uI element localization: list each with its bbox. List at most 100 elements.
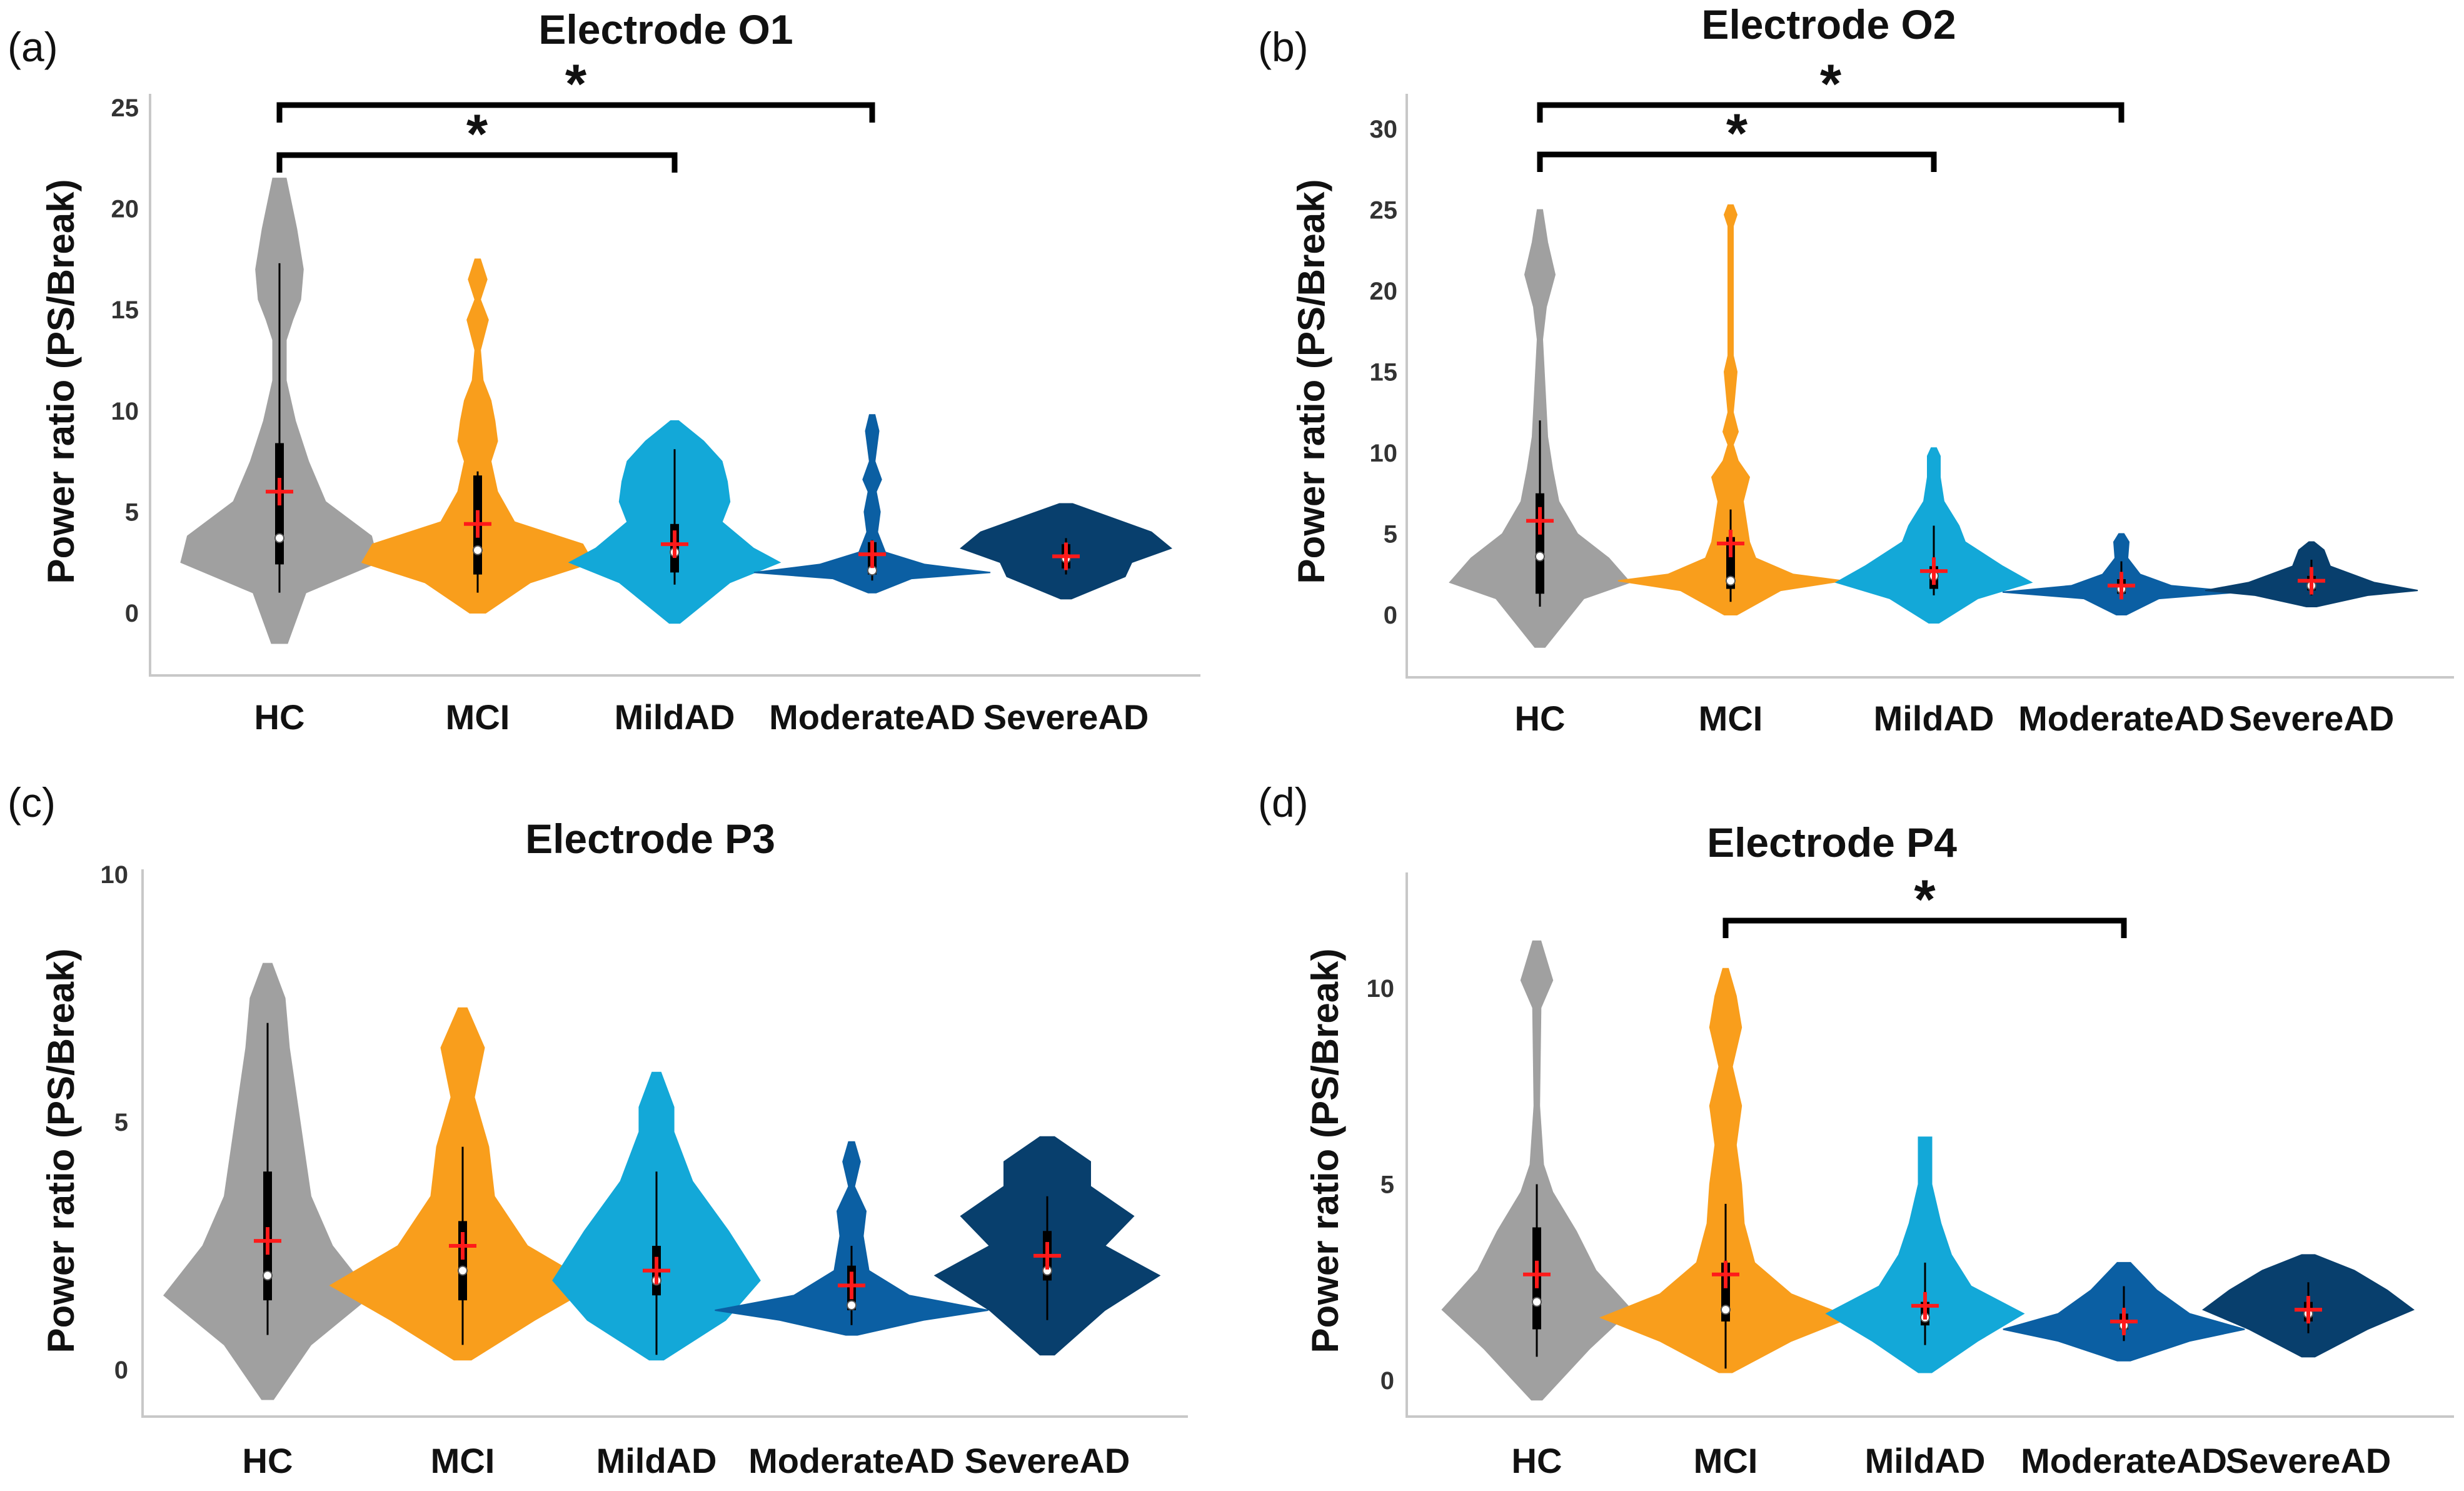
panel-1: (a) Electrode O1 Power ratio (PS/Break) 0 5 1… [8,6,1200,737]
violin-MCI [361,258,595,614]
violin-ModerateAD [2002,533,2241,615]
violin-HC [180,178,379,644]
violin-MildAD [1825,1136,2025,1373]
violin-SevereAD [960,503,1172,600]
violin-body [1617,204,1844,615]
y-tick-label: 25 [1370,197,1398,225]
bracket-line [1537,102,2125,123]
y-tick-label: 5 [1384,521,1397,548]
axes-frame [1405,94,2454,679]
violin-body [753,414,991,594]
y-tick-label: 20 [111,196,139,223]
x-tick-label: ModerateAD [2018,699,2225,738]
y-tick-label: 0 [1380,1367,1394,1395]
violin-ModerateAD [753,414,991,594]
x-tick-label: MildAD [596,1441,717,1480]
x-tick-label: MildAD [1874,699,1994,738]
violin-body [1599,968,1853,1373]
y-tick-label: 30 [1370,116,1398,143]
violin-HC [1449,209,1631,648]
y-tick-label: 15 [111,296,139,324]
significance-bracket: * [1537,53,2125,123]
significance-star: * [565,53,587,114]
x-tick-label: MildAD [615,697,735,737]
panel-4: (d) Electrode P4 Power ratio (PS/Break) 0 5 1… [1258,779,2454,1480]
median-marker [1726,575,1736,586]
y-tick-label: 10 [111,398,139,425]
violin-body [361,258,595,614]
violin-ModerateAD [2003,1261,2245,1362]
significance-star: * [1820,53,1842,114]
axes-frame [1405,872,2454,1418]
median-marker [847,1300,857,1311]
panel-label: (b) [1258,24,1309,70]
significance-bracket: * [1537,102,1937,172]
median-marker [1721,1305,1731,1315]
y-axis-label: Power ratio (PS/Break) [1290,179,1332,584]
x-tick-label: HC [1512,1441,1562,1480]
violin-body [1825,1136,2025,1373]
violin-HC [1441,940,1632,1401]
panel-label: (c) [8,779,56,826]
x-tick-label: ModerateAD [2021,1441,2227,1480]
panel-label: (d) [1258,779,1309,826]
y-axis-label: Power ratio (PS/Break) [1304,949,1346,1353]
x-tick-label: MildAD [1865,1441,1986,1480]
panel-2: (b) Electrode O2 Power ratio (PS/Break) 0 5 1… [1258,1,2454,738]
median-marker [1535,551,1545,562]
x-tick-label: SevereAD [2226,1441,2391,1480]
x-tick-label: MCI [1699,699,1763,738]
violin-body [715,1141,988,1336]
bracket-line [1537,151,1937,172]
violin-MildAD [1834,447,2033,624]
iqr-box [458,1221,467,1301]
violin-MildAD [552,1071,761,1361]
x-tick-label: MCI [431,1441,495,1480]
median-marker [473,545,483,555]
median-marker [458,1265,468,1276]
violin-MildAD [568,420,782,624]
significance-bracket: * [276,53,875,123]
y-tick-label: 10 [1367,975,1395,1003]
y-tick-label: 5 [1380,1171,1394,1199]
bracket-line [276,152,678,173]
panel-3: (c) Electrode P3 Power ratio (PS/Break) 0 5 1… [8,779,1188,1480]
y-tick-label: 0 [125,600,139,627]
x-tick-label: SevereAD [2229,699,2395,738]
iqr-box [1536,493,1544,594]
y-tick-label: 10 [1370,440,1398,467]
y-tick-label: 20 [1370,278,1398,305]
x-tick-label: SevereAD [965,1441,1130,1480]
y-tick-label: 15 [1370,359,1398,387]
significance-star: * [1914,868,1936,930]
median-marker [274,533,284,543]
violin-HC [163,963,372,1400]
significance-bracket: * [276,103,678,173]
x-tick-label: ModerateAD [748,1441,955,1480]
violin-body [1441,940,1632,1401]
significance-star: * [1726,102,1748,164]
y-tick-label: 10 [101,861,129,889]
violin-MCI [1599,968,1853,1373]
violin-SevereAD [2202,1254,2415,1358]
y-axis-label: Power ratio (PS/Break) [40,179,82,584]
chart-title: Electrode P3 [525,816,775,862]
bracket-line [1722,917,2127,938]
iqr-box [1726,537,1735,589]
median-marker [1532,1296,1542,1307]
violin-SevereAD [933,1136,1161,1356]
x-tick-label: HC [254,697,305,737]
violin-ModerateAD [715,1141,988,1336]
y-tick-label: 5 [114,1109,128,1136]
chart-title: Electrode P4 [1707,819,1957,866]
x-tick-label: MCI [446,697,510,737]
y-tick-label: 0 [1384,602,1397,629]
x-tick-label: SevereAD [983,697,1149,737]
y-tick-label: 5 [125,498,139,526]
x-tick-label: ModerateAD [769,697,975,737]
axes-frame [141,869,1188,1418]
violin-MCI [1617,204,1844,615]
bracket-line [276,102,875,123]
x-tick-label: HC [243,1441,293,1480]
